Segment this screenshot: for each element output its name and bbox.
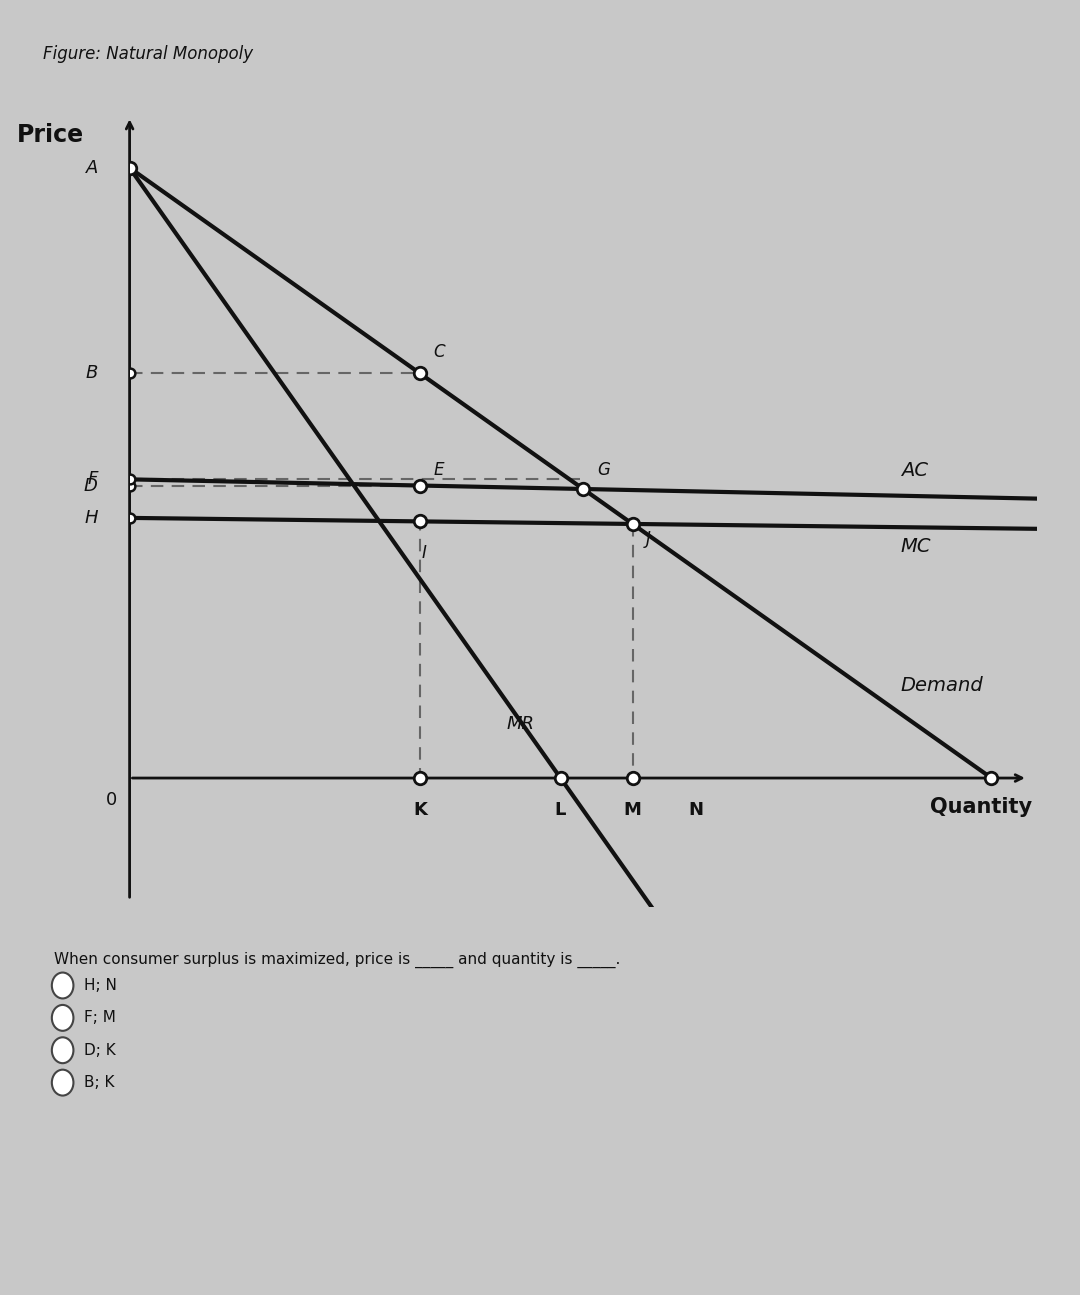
Text: I: I	[422, 544, 427, 562]
Text: Price: Price	[17, 123, 84, 146]
Text: Figure: Natural Monopoly: Figure: Natural Monopoly	[43, 45, 254, 63]
Text: AC: AC	[901, 461, 928, 479]
Text: M: M	[623, 800, 642, 818]
Text: G: G	[597, 461, 610, 479]
Text: 0: 0	[106, 791, 117, 809]
Text: A: A	[85, 159, 98, 177]
Text: K: K	[413, 800, 427, 818]
Text: L: L	[555, 800, 566, 818]
Text: E: E	[433, 461, 444, 479]
Text: J: J	[646, 531, 651, 548]
Text: N: N	[689, 800, 703, 818]
Text: C: C	[433, 343, 445, 360]
Text: F: F	[87, 470, 98, 488]
Text: Quantity: Quantity	[930, 798, 1032, 817]
Text: F; M: F; M	[84, 1010, 117, 1026]
Text: B: B	[85, 364, 98, 382]
Text: MC: MC	[901, 537, 931, 556]
Text: When consumer surplus is maximized, price is _____ and quantity is _____.: When consumer surplus is maximized, pric…	[54, 952, 620, 969]
Text: H: H	[84, 509, 98, 527]
Text: D; K: D; K	[84, 1042, 116, 1058]
Text: D: D	[84, 477, 98, 495]
Text: MR: MR	[507, 715, 535, 733]
Text: B; K: B; K	[84, 1075, 114, 1090]
Text: Demand: Demand	[901, 676, 984, 694]
Text: H; N: H; N	[84, 978, 117, 993]
